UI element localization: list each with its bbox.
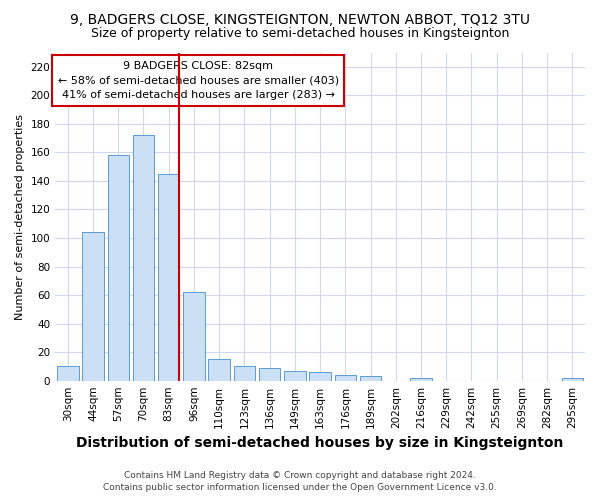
Bar — [107, 155, 129, 380]
X-axis label: Distribution of semi-detached houses by size in Kingsteignton: Distribution of semi-detached houses by … — [76, 436, 564, 450]
Text: 9, BADGERS CLOSE, KINGSTEIGNTON, NEWTON ABBOT, TQ12 3TU: 9, BADGERS CLOSE, KINGSTEIGNTON, NEWTON … — [70, 12, 530, 26]
Bar — [259, 368, 280, 380]
Y-axis label: Number of semi-detached properties: Number of semi-detached properties — [15, 114, 25, 320]
Bar — [133, 136, 154, 380]
Bar — [562, 378, 583, 380]
Bar — [310, 372, 331, 380]
Text: Contains HM Land Registry data © Crown copyright and database right 2024.
Contai: Contains HM Land Registry data © Crown c… — [103, 471, 497, 492]
Bar — [410, 378, 432, 380]
Bar — [335, 375, 356, 380]
Bar — [57, 366, 79, 380]
Bar — [360, 376, 381, 380]
Text: 9 BADGERS CLOSE: 82sqm
← 58% of semi-detached houses are smaller (403)
41% of se: 9 BADGERS CLOSE: 82sqm ← 58% of semi-det… — [58, 60, 339, 100]
Bar — [158, 174, 179, 380]
Bar — [183, 292, 205, 380]
Text: Size of property relative to semi-detached houses in Kingsteignton: Size of property relative to semi-detach… — [91, 28, 509, 40]
Bar — [284, 370, 305, 380]
Bar — [233, 366, 255, 380]
Bar — [208, 360, 230, 380]
Bar — [82, 232, 104, 380]
